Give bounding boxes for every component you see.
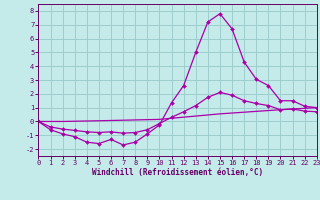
X-axis label: Windchill (Refroidissement éolien,°C): Windchill (Refroidissement éolien,°C)	[92, 168, 263, 177]
